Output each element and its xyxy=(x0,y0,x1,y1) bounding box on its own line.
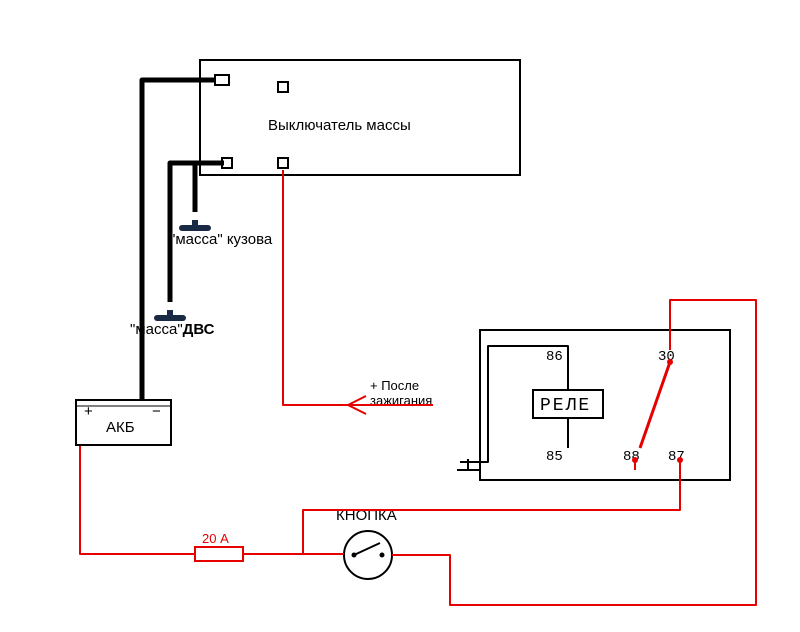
pin-86-label: 86 xyxy=(546,349,563,365)
pushbutton: КНОПКА xyxy=(336,507,397,579)
fuse-box xyxy=(195,547,243,561)
battery-label: АКБ xyxy=(106,419,135,436)
ground-disconnect-label: Выключатель массы xyxy=(268,117,411,134)
pin-87-label: 87 xyxy=(668,449,685,465)
body-ground-label: "масса" кузова xyxy=(170,231,273,248)
disconnect-terminal xyxy=(278,158,288,168)
battery-plus: + xyxy=(84,403,93,420)
pin-85-label: 85 xyxy=(546,449,563,465)
disconnect-terminal xyxy=(278,82,288,92)
battery-minus: − xyxy=(152,403,161,420)
wiring-diagram: Выключатель массы АКБ + − 20 А КНОПКА РЕ… xyxy=(0,0,800,632)
after-ignition-arrow: + После зажигания xyxy=(348,378,433,414)
fuse-label: 20 А xyxy=(202,531,229,546)
after-ignition-label-1: + После xyxy=(370,378,419,393)
battery: АКБ + − xyxy=(76,400,171,445)
engine-ground-icon xyxy=(157,310,183,318)
relay-85-ground-icon xyxy=(457,459,479,470)
body-ground-icon xyxy=(182,220,208,228)
pin-88-label: 88 xyxy=(623,449,640,465)
relay: РЕЛЕ 86 85 30 88 87 xyxy=(480,330,730,480)
disconnect-terminal xyxy=(215,75,229,85)
relay-label: РЕЛЕ xyxy=(540,396,591,416)
